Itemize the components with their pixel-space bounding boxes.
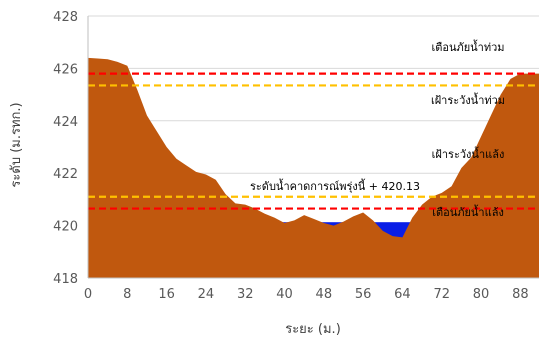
x-tick-label: 8 bbox=[123, 287, 131, 302]
threshold-label: เตือนภัยน้ำแล้ง bbox=[432, 204, 504, 219]
x-tick-label: 16 bbox=[158, 287, 175, 302]
ground-layer bbox=[88, 57, 539, 278]
threshold-label: เตือนภัยน้ำท่วม bbox=[431, 39, 504, 54]
x-tick-label: 40 bbox=[276, 287, 293, 302]
x-tick-label: 64 bbox=[394, 287, 411, 302]
y-axis-title: ระดับ (ม.รทก.) bbox=[9, 102, 24, 187]
axis-layer bbox=[87, 16, 539, 279]
water-level-label: ระดับน้ำคาดการณ์พรุ่งนี้ + 420.13 bbox=[250, 178, 420, 193]
x-tick-label: 48 bbox=[316, 287, 333, 302]
y-tick-label: 428 bbox=[53, 10, 78, 25]
x-tick-label: 72 bbox=[433, 287, 450, 302]
tick-layer: 418 420 422 424 426 428 0 8 16 24 32 40 48 56 64 72 80 88 bbox=[53, 10, 528, 302]
ground-profile bbox=[88, 57, 539, 278]
threshold-label: เฝ้าระวังน้ำท่วม bbox=[431, 92, 505, 107]
x-axis-title: ระยะ (ม.) bbox=[285, 322, 341, 337]
y-tick-label: 422 bbox=[53, 167, 78, 182]
x-tick-label: 32 bbox=[237, 287, 254, 302]
y-tick-label: 426 bbox=[53, 62, 78, 77]
x-tick-label: 56 bbox=[355, 287, 372, 302]
label-layer: เตือนภัยน้ำท่วมเฝ้าระวังน้ำท่วมเฝ้าระวัง… bbox=[250, 39, 505, 219]
x-tick-label: 88 bbox=[512, 287, 529, 302]
x-tick-label: 80 bbox=[473, 287, 490, 302]
x-tick-label: 0 bbox=[84, 287, 92, 302]
y-tick-label: 420 bbox=[53, 220, 78, 235]
x-tick-label: 24 bbox=[198, 287, 215, 302]
threshold-layer bbox=[88, 72, 539, 210]
y-tick-label: 424 bbox=[53, 115, 78, 130]
threshold-label: เฝ้าระวังน้ำแล้ง bbox=[432, 146, 505, 161]
y-tick-label: 418 bbox=[53, 272, 78, 287]
